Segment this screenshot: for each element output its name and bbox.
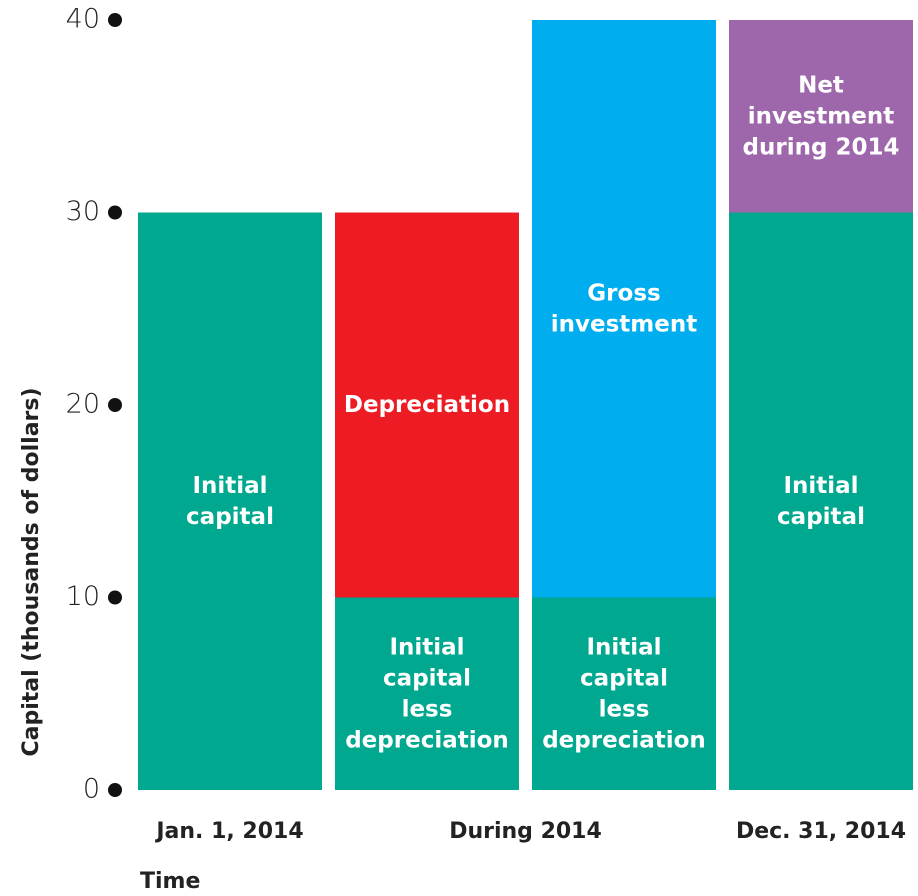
tick-mark (108, 13, 122, 27)
segment-label: Depreciation (344, 392, 510, 418)
bar-segment (138, 212, 322, 790)
y-tick-label: 30 (66, 196, 100, 227)
x-tick-label: Dec. 31, 2014 (736, 819, 906, 844)
y-tick-label: 40 (66, 4, 100, 35)
tick-mark (108, 783, 122, 797)
segment-label: Net investment during 2014 (743, 72, 900, 160)
bar-segment (532, 20, 716, 598)
y-tick-label: 20 (66, 389, 100, 420)
bar-segment (335, 597, 519, 790)
bar-segment (335, 212, 519, 598)
tick-mark (108, 590, 122, 605)
y-tick-label: 0 (83, 774, 100, 805)
segment-label: Initial capital less depreciation (542, 634, 706, 753)
tick-mark (108, 398, 122, 412)
y-axis-label: Capital (thousands of dollars) (19, 387, 44, 756)
x-tick-label: During 2014 (449, 819, 602, 844)
segment-label: Initial capital less depreciation (345, 634, 509, 753)
x-axis-label: Time (140, 869, 200, 894)
bar-segment (729, 212, 913, 790)
segment-label: Gross investment (551, 280, 697, 337)
y-tick-label: 10 (66, 581, 100, 612)
segment-label: Initial capital (186, 472, 274, 529)
bar-segment (729, 20, 913, 213)
x-tick-label: Jan. 1, 2014 (154, 819, 303, 844)
segment-label: Initial capital (777, 472, 865, 529)
bar-segment (532, 597, 716, 790)
tick-mark (108, 205, 122, 220)
